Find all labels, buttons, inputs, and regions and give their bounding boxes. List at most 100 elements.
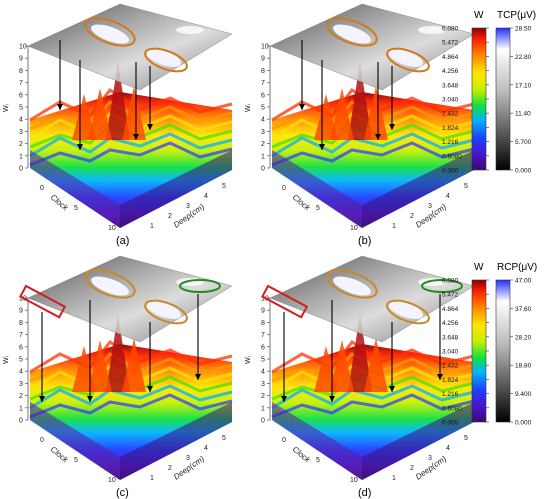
z-tick-label: 1	[392, 475, 396, 482]
surface-ridge	[29, 141, 233, 167]
projection-blob	[91, 24, 129, 44]
z-tick-label: 5	[464, 435, 468, 442]
p-colorbar	[495, 27, 511, 171]
w-colorbar-tick-label: 6.080	[442, 26, 459, 33]
arrow-head	[281, 396, 287, 402]
projection-surface	[27, 255, 233, 343]
surface-peak	[364, 86, 388, 140]
y-tick-label: 4	[261, 369, 265, 376]
p-colorbar-tick-label: 18.80	[515, 363, 532, 370]
y-tick-label: 0	[261, 166, 265, 173]
projection-blob	[176, 26, 204, 34]
y-tick-label: 1	[261, 405, 265, 412]
projection-surface	[269, 3, 475, 91]
surface-side-face	[362, 150, 474, 228]
w-colorbar-tick-label: 0.6080	[442, 153, 462, 160]
y-tick-label: 2	[261, 393, 265, 400]
y-tick-label: 4	[19, 369, 23, 376]
projection-blob	[91, 276, 129, 296]
p-colorbar-title: RCP(μV)	[497, 262, 537, 273]
x-axis-title: Clock	[49, 193, 71, 213]
p-colorbar-tick-label: 0.000	[515, 168, 532, 175]
arrow-head	[437, 374, 443, 380]
w-colorbar-tick-label: 1.216	[442, 391, 459, 398]
surface-ridge	[271, 393, 475, 419]
panel-label: (a)	[116, 235, 129, 247]
y-tick-label: 1	[19, 153, 23, 160]
highlight-region-outline	[386, 299, 430, 325]
projection-surface	[269, 255, 475, 343]
y-tick-label: 8	[19, 320, 23, 327]
z-tick-label: 5	[222, 183, 226, 190]
x-tick-label: 10	[108, 477, 116, 484]
surface-peak	[88, 88, 112, 140]
projection-blob	[388, 300, 424, 320]
panel-label: (c)	[116, 487, 129, 499]
z-tick-label: 3	[428, 203, 432, 210]
w-colorbar-tick-label: 3.040	[442, 349, 459, 356]
p-colorbar-tick-label: 28.50	[515, 26, 532, 33]
w-colorbar-tick-label: 3.648	[442, 82, 459, 89]
highlight-box-red	[19, 284, 67, 319]
y-tick-label: 9	[19, 308, 23, 315]
surface-side-face	[120, 402, 232, 480]
p-colorbar-tick-label: 47.00	[515, 278, 532, 285]
y-tick-label: 6	[261, 344, 265, 351]
y-tick-label: 0	[19, 166, 23, 173]
arrow-head	[195, 374, 201, 380]
y-tick-label: 3	[19, 381, 23, 388]
w-colorbar-tick-label: 0.6080	[442, 405, 462, 412]
highlight-region-outline	[144, 47, 188, 73]
surface-ridge	[271, 141, 475, 167]
w-colorbar-title: W	[474, 262, 484, 273]
y-tick-label: 8	[261, 320, 265, 327]
surface-peak	[106, 314, 130, 392]
z-tick-label: 2	[168, 213, 172, 220]
z-tick-label: 2	[410, 213, 414, 220]
p-colorbar-title: TCP(μV)	[497, 10, 536, 21]
surface-peak	[348, 314, 372, 392]
highlight-region-green	[179, 279, 221, 293]
z-tick-label: 4	[446, 445, 450, 452]
w-colorbar-tick-label: 4.256	[442, 68, 459, 75]
x-tick-label: 10	[350, 477, 358, 484]
arrow-head	[87, 396, 93, 402]
y-tick-label: 2	[19, 141, 23, 148]
x-axis-title: Clock	[49, 445, 71, 465]
surface-side-face	[120, 150, 232, 228]
projection-plane	[269, 3, 475, 91]
p-colorbar-tick-label: 17.10	[515, 82, 532, 89]
surface-peak	[364, 338, 388, 392]
y-axis-title: Wᵢ	[245, 356, 252, 364]
projection-surface	[27, 3, 233, 91]
arrow-head	[389, 386, 395, 392]
y-tick-label: 5	[261, 105, 265, 112]
w-colorbar-title: W	[474, 10, 484, 21]
arrow-head	[147, 124, 153, 130]
arrow-head	[147, 386, 153, 392]
w-colorbar-tick-label: 3.040	[442, 97, 459, 104]
w-colorbar	[471, 27, 487, 171]
z-tick-label: 3	[428, 455, 432, 462]
arrow-head	[375, 134, 381, 140]
arrow-head	[329, 396, 335, 402]
z-tick-label: 4	[446, 193, 450, 200]
y-axis-title: Wᵢ	[3, 104, 10, 112]
y-tick-label: 6	[261, 92, 265, 99]
y-tick-label: 0	[19, 418, 23, 425]
arrow-head	[389, 124, 395, 130]
y-tick-label: 5	[19, 357, 23, 364]
surface-ridge	[29, 132, 233, 158]
projection-blob	[418, 26, 446, 34]
surface-ridge	[271, 87, 475, 122]
surface-ridge	[271, 132, 475, 158]
x-tick-label: 5	[74, 457, 78, 464]
y-tick-label: 7	[19, 80, 23, 87]
surface-ridge	[271, 339, 475, 374]
y-tick-label: 1	[19, 405, 23, 412]
highlight-region-outline	[84, 269, 136, 299]
